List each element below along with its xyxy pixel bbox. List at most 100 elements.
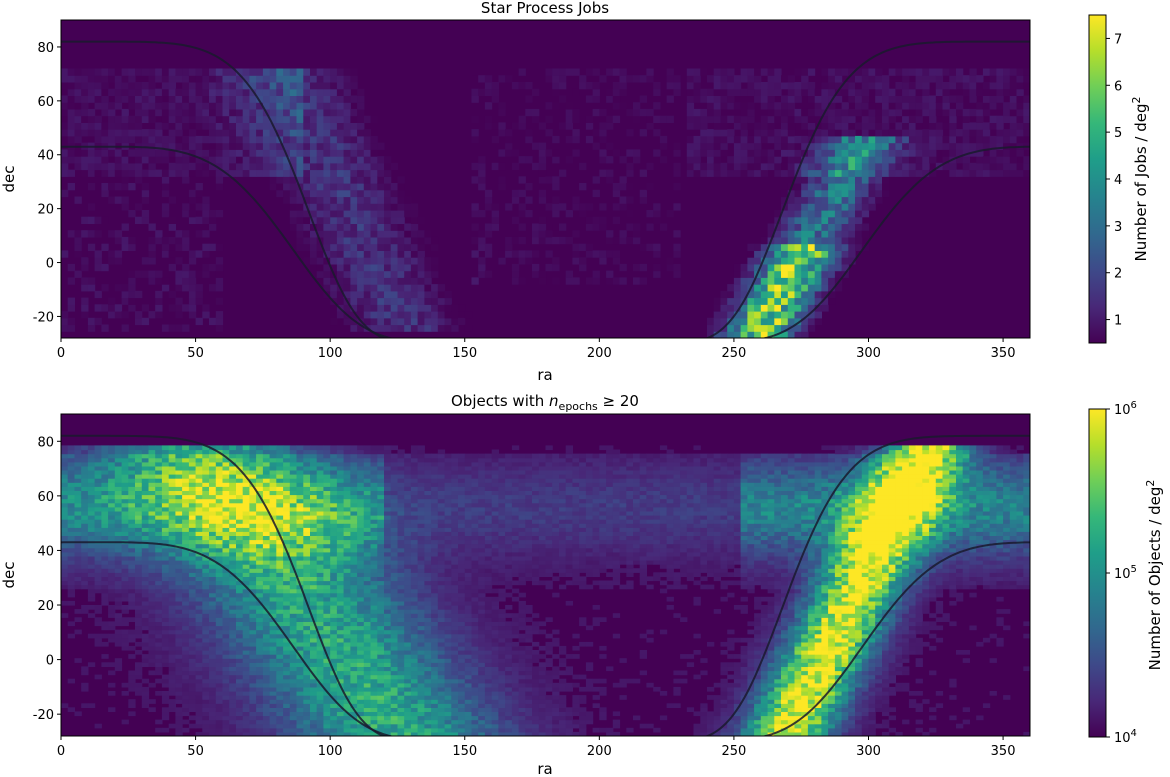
heatmap-cell [922, 149, 930, 157]
heatmap-cell [141, 584, 150, 590]
heatmap-cell [101, 625, 109, 631]
heatmap-cell [767, 115, 775, 123]
heatmap-cell [875, 162, 883, 171]
heatmap-cell [242, 122, 250, 130]
heatmap-cell [175, 502, 183, 508]
heatmap-cell [316, 176, 324, 184]
heatmap-cell [202, 731, 210, 736]
colorbar-tick-label: 5 [1114, 126, 1122, 141]
heatmap-cell [188, 474, 197, 479]
heatmap-cell [168, 580, 176, 586]
heatmap-cell [148, 592, 156, 598]
heatmap-cell [229, 719, 237, 725]
heatmap-cell [182, 555, 190, 561]
heatmap-cell [336, 102, 345, 110]
heatmap-cell [87, 527, 96, 532]
heatmap-cell [323, 82, 331, 90]
heatmap-cell [161, 277, 170, 285]
heatmap-cell [215, 324, 224, 332]
heatmap-cell [94, 609, 102, 614]
heatmap-cell [249, 515, 257, 520]
heatmap-cell [336, 243, 345, 251]
heatmap-cell [283, 617, 291, 622]
heatmap-cell [707, 142, 715, 150]
heatmap-cell [202, 486, 210, 491]
heatmap-cell [821, 122, 829, 130]
heatmap-cell [350, 311, 358, 319]
heatmap-cell [801, 250, 809, 258]
heatmap-cell [74, 156, 82, 164]
heatmap-cell [155, 596, 163, 602]
heatmap-cell [67, 568, 75, 573]
heatmap-cell [94, 519, 102, 524]
heatmap-cell [760, 169, 769, 177]
heatmap-cell [397, 236, 405, 245]
heatmap-cell [807, 196, 816, 204]
heatmap-cell [168, 723, 176, 729]
heatmap-cell [121, 469, 129, 475]
heatmap-cell [236, 494, 244, 500]
heatmap-cell [330, 149, 338, 157]
heatmap-cell [532, 115, 540, 123]
heatmap-cell [108, 637, 116, 643]
heatmap-cell [175, 519, 183, 524]
heatmap-cell [256, 686, 264, 692]
heatmap-cell [74, 560, 82, 565]
heatmap-cell [289, 719, 298, 725]
heatmap-cell [384, 270, 392, 278]
heatmap-cell [195, 531, 203, 536]
heatmap-cell [350, 203, 358, 211]
heatmap-cell [727, 297, 735, 305]
heatmap-cell [323, 169, 331, 177]
heatmap-cell [794, 210, 802, 218]
heatmap-cell [350, 95, 358, 103]
heatmap-cell [310, 183, 318, 191]
heatmap-cell [128, 703, 136, 708]
heatmap-cell [229, 135, 237, 144]
heatmap-cell [195, 580, 203, 586]
heatmap-cell [141, 506, 150, 512]
heatmap-cell [330, 183, 338, 191]
heatmap-cell [841, 108, 849, 117]
heatmap-cell [323, 129, 331, 137]
heatmap-cell [222, 576, 230, 582]
heatmap-cell [182, 662, 190, 667]
heatmap-cell [390, 257, 398, 265]
heatmap-cell [882, 183, 890, 191]
heatmap-cell [357, 162, 365, 171]
x-tick-label: 350 [991, 346, 1016, 361]
heatmap-cell [814, 277, 822, 285]
heatmap-cell [175, 547, 183, 553]
heatmap-cell [471, 135, 479, 144]
heatmap-cell [787, 196, 796, 204]
heatmap-cell [148, 707, 156, 712]
heatmap-cell [141, 445, 150, 451]
heatmap-cell [209, 317, 217, 326]
heatmap-cell [464, 324, 473, 332]
heatmap-cell [410, 203, 419, 211]
heatmap-cell [141, 515, 150, 520]
heatmap-cell [114, 633, 123, 639]
heatmap-cell [801, 297, 809, 305]
heatmap-cell [747, 102, 755, 110]
heatmap-cell [707, 88, 715, 96]
heatmap-cell [552, 156, 560, 164]
heatmap-cell [505, 236, 513, 245]
heatmap-cell [875, 122, 883, 130]
heatmap-cell [229, 699, 237, 704]
heatmap-cell [215, 641, 224, 647]
heatmap-cell [720, 297, 728, 305]
heatmap-cell [242, 135, 250, 144]
heatmap-cell [363, 243, 372, 251]
heatmap-cell [155, 169, 163, 177]
heatmap-cell [236, 527, 244, 532]
heatmap-cell [606, 277, 614, 285]
heatmap-cell [87, 560, 96, 565]
heatmap-cell [161, 482, 170, 487]
heatmap-cell [754, 156, 762, 164]
heatmap-cell [908, 102, 917, 110]
heatmap-cell [774, 250, 782, 258]
heatmap-cell [236, 600, 244, 606]
heatmap-cell [242, 666, 250, 672]
heatmap-cell [202, 210, 210, 218]
